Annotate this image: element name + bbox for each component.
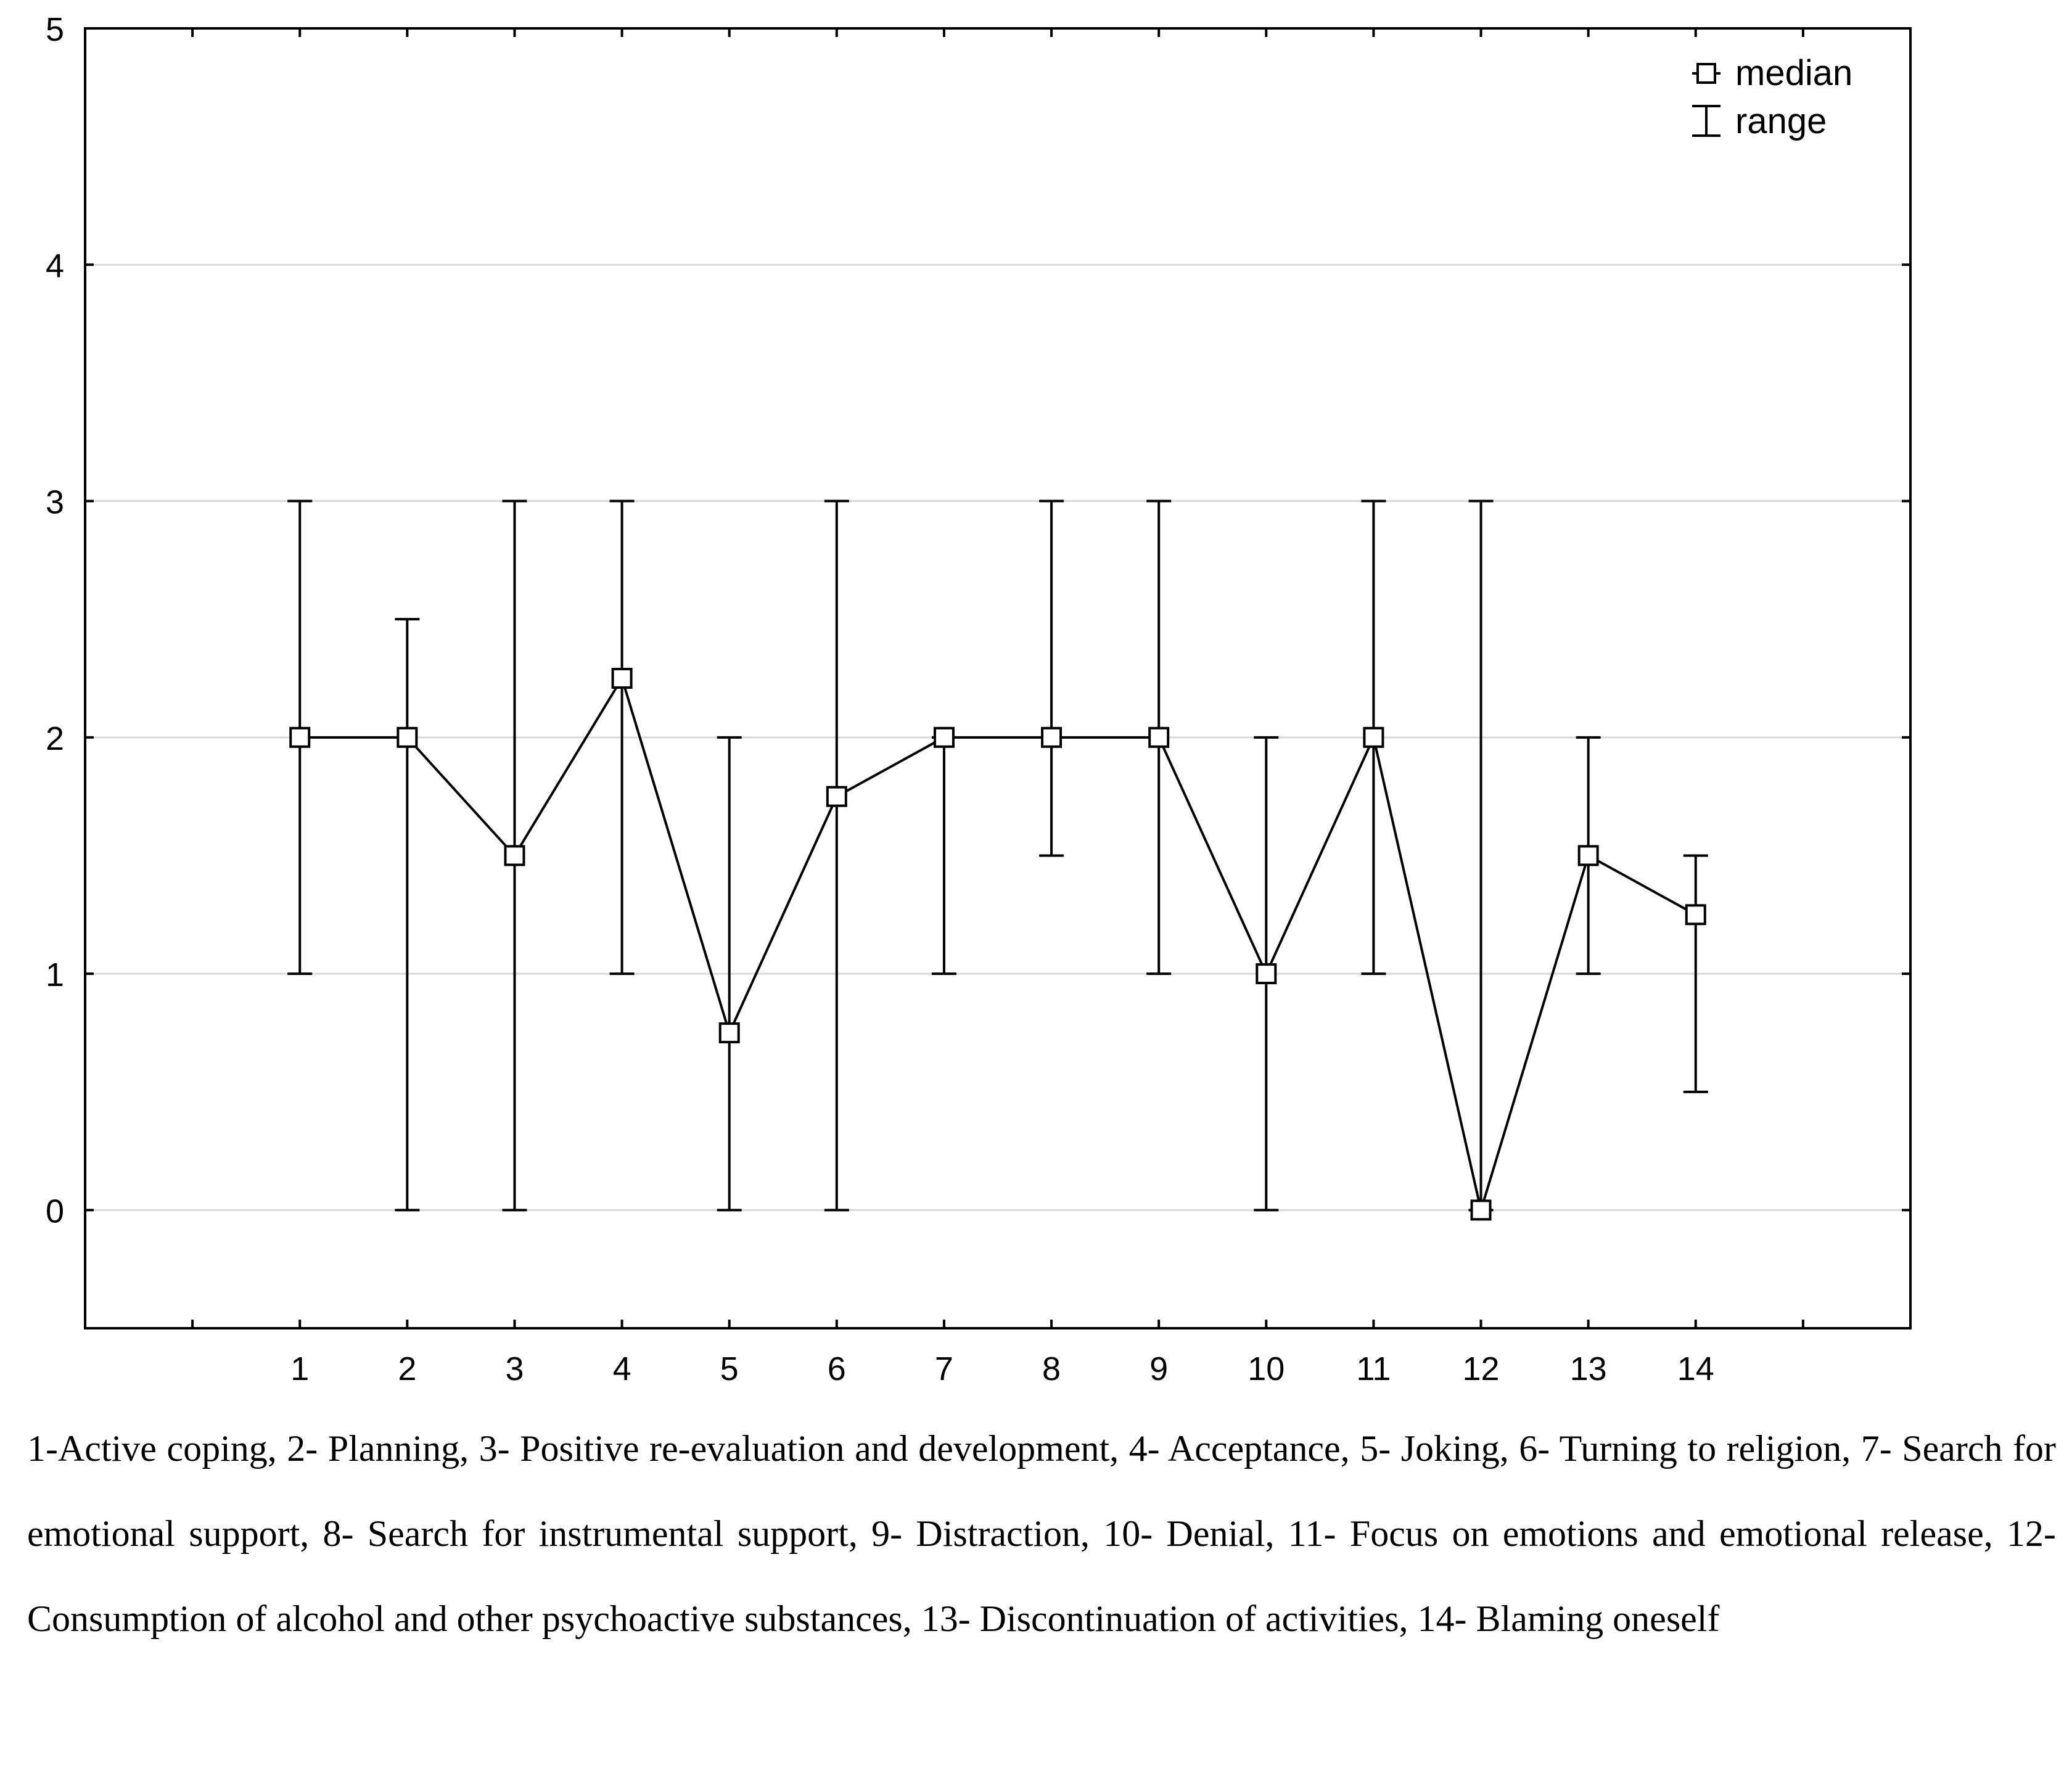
y-tick-label: 0 [46,1193,64,1230]
range-bar [395,618,420,1212]
median-point [718,1022,740,1043]
x-tick-label: 1 [290,1350,309,1387]
y-tick-label: 1 [46,956,64,993]
y-tick-labels: 0 1 2 3 4 5 [46,11,64,1230]
y-tick-label: 5 [46,11,64,48]
x-tick-label: 7 [935,1350,953,1387]
median-line [300,675,1696,1215]
median-point [1577,845,1599,866]
x-tick-labels: 1 2 3 4 5 6 7 8 9 10 11 12 13 14 [290,1350,1714,1387]
x-tick-label: 8 [1042,1350,1061,1387]
range-bar [931,736,956,976]
range-bar [609,499,635,976]
median-point [1256,963,1277,985]
x-tick-label: 14 [1677,1350,1714,1387]
median-point [1148,726,1170,748]
range-bar [717,736,742,1212]
x-tick-label: 13 [1570,1350,1607,1387]
legend: median range [1692,53,1852,141]
legend-range-symbol [1692,105,1720,137]
x-tick-label: 3 [505,1350,524,1387]
range-bar [824,499,849,1212]
median-point [1363,726,1384,748]
range-bars [287,499,1708,1212]
median-point [1685,904,1706,926]
median-point [1041,726,1063,748]
y-tick-label: 3 [46,484,64,521]
x-tick-label: 5 [720,1350,739,1387]
axis-ticks [85,27,1910,1328]
x-tick-label: 4 [613,1350,631,1387]
y-tick-label: 2 [46,720,64,757]
median-markers [289,668,1706,1221]
median-point [826,786,847,807]
x-tick-label: 10 [1248,1350,1285,1387]
range-bar [1468,499,1494,1212]
median-point [1470,1199,1492,1221]
legend-median-symbol [1692,63,1720,84]
median-point [504,845,525,866]
x-tick-label: 12 [1462,1350,1499,1387]
median-point [289,726,311,748]
y-tick-label: 4 [46,247,64,284]
median-point [397,726,418,748]
x-tick-label: 11 [1356,1350,1391,1387]
x-tick-label: 2 [398,1350,416,1387]
x-tick-label: 9 [1149,1350,1168,1387]
median-point [611,668,633,689]
figure-caption: 1-Active coping, 2- Planning, 3- Positiv… [27,1428,2056,1639]
median-point [933,726,955,748]
range-bar [1039,499,1064,857]
plot-frame [84,27,1912,1329]
legend-range-label: range [1735,101,1827,141]
x-tick-label: 6 [828,1350,846,1387]
range-bar [1683,854,1708,1093]
legend-median-label: median [1735,53,1852,93]
